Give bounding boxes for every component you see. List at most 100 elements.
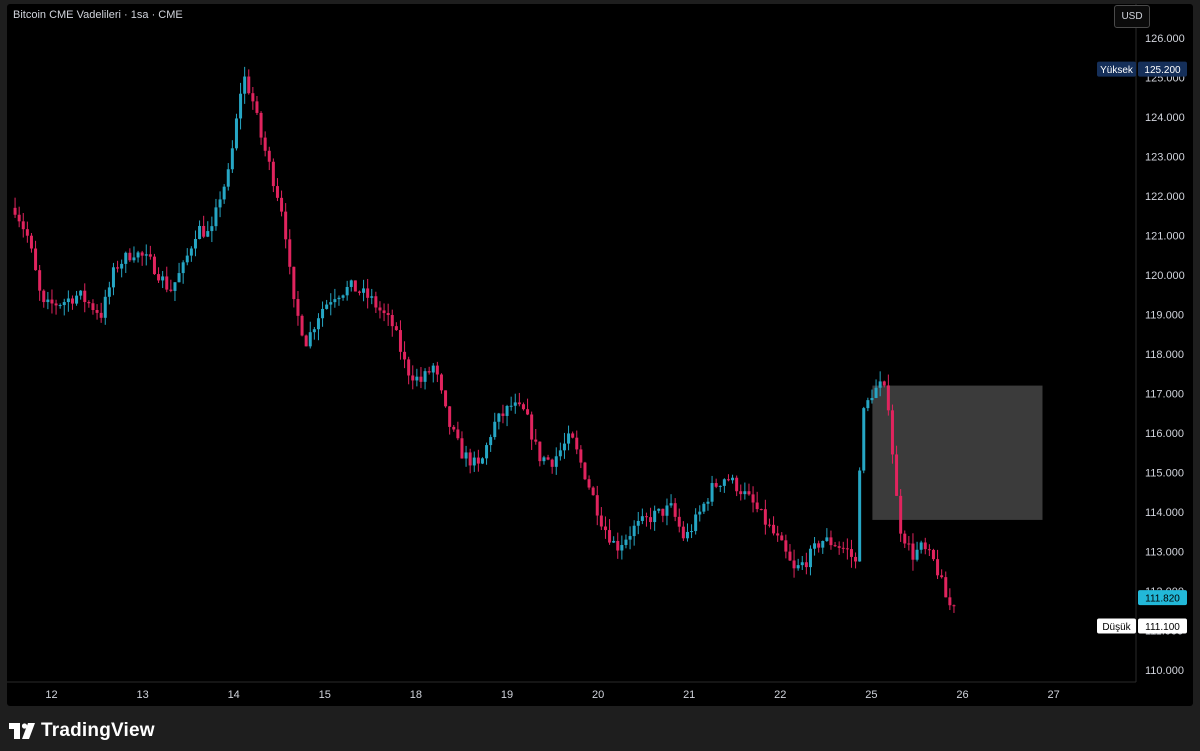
candle-body [58, 305, 62, 307]
candle-body [657, 508, 661, 511]
candle-body [624, 539, 628, 546]
candle-body [362, 288, 366, 293]
candle-body [685, 531, 689, 539]
candle-body [206, 231, 210, 237]
candle-body [923, 542, 927, 550]
low-price-tag: Düşük 111.100 [1097, 618, 1187, 634]
candle-body [808, 548, 812, 568]
candle-body [259, 112, 263, 138]
candle-body [813, 543, 817, 549]
candle-body [243, 76, 247, 94]
candle-body [79, 290, 83, 296]
candle-body [210, 226, 214, 232]
candle-body [116, 267, 120, 269]
candle-body [370, 296, 374, 298]
candle-body [165, 276, 169, 290]
candle-body [575, 437, 579, 450]
candle-body [804, 562, 808, 568]
candle-body [505, 406, 509, 416]
candle-body [193, 238, 197, 249]
currency-button[interactable]: USD [1114, 5, 1150, 28]
candle-body [513, 402, 517, 406]
candle-body [136, 252, 140, 258]
candle-body [374, 296, 378, 308]
svg-text:125.200: 125.200 [1144, 65, 1181, 76]
candle-body [546, 457, 550, 460]
candle-body [558, 450, 562, 457]
candle-body [825, 537, 829, 542]
candle-body [390, 315, 394, 327]
candle-body [435, 365, 439, 375]
candle-body [17, 214, 21, 222]
candle-body [382, 310, 386, 314]
chart-frame[interactable]: 110.000111.000112.000113.000114.000115.0… [7, 4, 1193, 706]
candle-body [296, 299, 300, 316]
candle-body [485, 445, 489, 459]
candle-body [161, 276, 165, 281]
candle-body [669, 503, 673, 506]
candle-body [776, 533, 780, 536]
svg-text:Yüksek: Yüksek [1100, 65, 1134, 76]
candle-body [763, 509, 767, 525]
candle-body [571, 433, 575, 438]
candle-body [870, 397, 874, 401]
candle-body [784, 540, 788, 552]
candle-body [632, 525, 636, 537]
candle-body [54, 303, 58, 306]
candle-body [751, 494, 755, 503]
candle-body [411, 375, 415, 381]
candle-body [694, 514, 698, 532]
candle-body [554, 456, 558, 467]
candle-body [103, 296, 107, 318]
candle-body [202, 225, 206, 237]
candle-body [439, 374, 443, 391]
y-tick-label: 123.000 [1145, 152, 1185, 164]
candle-body [152, 256, 156, 275]
candle-body [325, 304, 329, 309]
candle-body [886, 385, 890, 411]
candle-body [735, 477, 739, 492]
chart-title: Bitcoin CME Vadelileri · 1sa · CME [13, 9, 183, 21]
candle-body [534, 439, 538, 442]
y-tick-label: 113.000 [1145, 547, 1184, 559]
candle-body [222, 186, 226, 200]
candle-body [698, 511, 702, 515]
candle-body [452, 426, 456, 430]
candle-body [312, 329, 316, 333]
candle-body [218, 199, 222, 208]
x-tick-label: 18 [410, 689, 422, 701]
last-price-tag: 111.820 [1138, 590, 1187, 606]
candle-body [333, 299, 337, 303]
candle-body [747, 491, 751, 495]
candle-body [234, 118, 238, 149]
candle-body [83, 290, 87, 303]
candle-body [526, 409, 530, 415]
candle-body [189, 248, 193, 256]
y-tick-label: 126.000 [1145, 33, 1185, 45]
candle-body [567, 433, 571, 444]
candle-body [263, 137, 267, 151]
candle-body [919, 542, 923, 550]
candle-body [132, 257, 136, 261]
candle-body [448, 406, 452, 427]
y-tick-label: 116.000 [1145, 428, 1184, 440]
candle-body [419, 376, 423, 382]
candle-body [677, 516, 681, 527]
candle-body [603, 526, 607, 531]
candle-body [128, 252, 132, 261]
x-tick-label: 20 [592, 689, 604, 701]
candle-body [38, 270, 42, 291]
candle-body [87, 302, 91, 304]
candle-body [772, 524, 776, 534]
candle-body [271, 161, 275, 187]
candle-body [948, 597, 952, 606]
y-tick-label: 122.000 [1145, 191, 1185, 203]
candle-body [288, 239, 292, 267]
candle-body [308, 332, 312, 347]
candle-body [177, 273, 181, 283]
tradingview-logo[interactable]: TradingView [9, 720, 155, 742]
candle-body [739, 491, 743, 495]
price-chart[interactable]: 110.000111.000112.000113.000114.000115.0… [7, 4, 1193, 706]
candle-body [841, 547, 845, 549]
candle-body [899, 495, 903, 534]
